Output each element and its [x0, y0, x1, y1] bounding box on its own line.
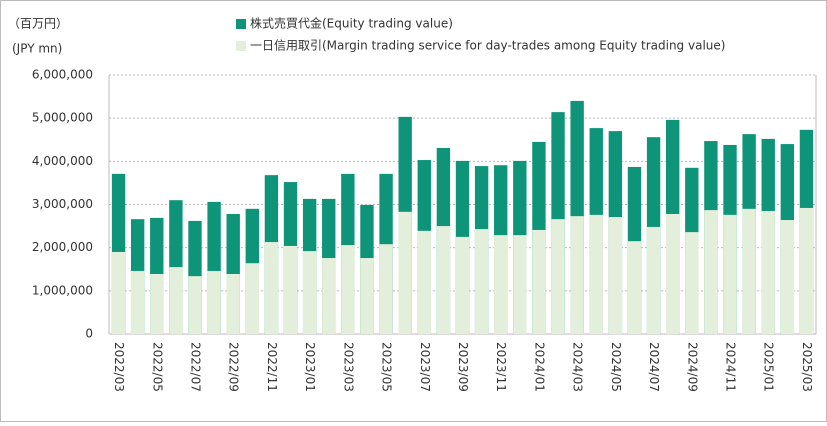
bar — [169, 267, 183, 334]
bar — [322, 258, 336, 334]
bar — [608, 217, 623, 334]
bar — [704, 210, 718, 334]
bar — [513, 235, 527, 334]
bar — [551, 219, 565, 334]
bar — [417, 230, 431, 334]
bar — [111, 251, 126, 334]
y-tick-label: 4,000,000 — [32, 154, 93, 168]
x-tick-label: 2022/05 — [150, 342, 164, 392]
y-tick-label: 3,000,000 — [32, 197, 93, 211]
x-tick-label: 2023/03 — [341, 342, 355, 392]
bar — [455, 236, 470, 334]
unit-label: （百万円） — [8, 17, 68, 31]
bar — [302, 251, 317, 334]
x-tick-label: 2022/11 — [265, 342, 279, 392]
x-tick-label: 2024/05 — [609, 342, 623, 392]
bar — [761, 210, 775, 334]
legend-label: 株式売買代金(Equity trading value) — [250, 16, 453, 31]
y-tick-label: 6,000,000 — [32, 68, 93, 82]
legend-label: 一日信用取引(Margin trading service for day-tr… — [250, 39, 725, 53]
bar — [646, 226, 661, 334]
y-tick-label: 1,000,000 — [32, 283, 93, 297]
bar — [532, 229, 546, 334]
bar — [474, 229, 489, 334]
y-tick-label: 5,000,000 — [32, 111, 93, 125]
x-tick-label: 2024/01 — [532, 342, 546, 392]
x-tick-label: 2024/07 — [647, 342, 661, 392]
bar — [666, 213, 680, 334]
x-tick-label: 2025/03 — [800, 342, 814, 392]
x-tick-label: 2025/01 — [762, 342, 776, 392]
x-tick-label: 2022/07 — [188, 342, 202, 392]
y-tick-label: 2,000,000 — [32, 240, 93, 254]
bar — [207, 270, 221, 334]
bar — [799, 207, 814, 334]
x-tick-label: 2023/05 — [380, 342, 394, 392]
bar — [379, 244, 393, 334]
bar — [341, 245, 355, 334]
unit-label-en: (JPY mn) — [12, 42, 62, 56]
bar — [226, 273, 240, 334]
bar — [150, 273, 164, 334]
y-tick-label: 0 — [85, 327, 93, 341]
x-tick-label: 2023/11 — [494, 342, 508, 392]
bar — [283, 245, 298, 334]
bar — [685, 232, 699, 334]
bar — [130, 270, 145, 334]
bar — [723, 214, 737, 334]
x-tick-label: 2023/07 — [418, 342, 432, 392]
bar — [589, 214, 603, 334]
bar — [188, 276, 202, 334]
x-tick-label: 2024/03 — [571, 342, 585, 392]
legend-swatch — [236, 41, 246, 51]
x-tick-label: 2022/03 — [112, 342, 126, 392]
legend-swatch — [236, 19, 246, 29]
x-tick-label: 2023/09 — [456, 342, 470, 392]
bar — [742, 208, 756, 334]
x-tick-label: 2022/09 — [227, 342, 241, 392]
x-tick-label: 2024/11 — [724, 342, 738, 392]
bar — [436, 226, 451, 334]
bar — [360, 258, 374, 334]
bar — [398, 211, 412, 334]
bar — [570, 216, 584, 334]
bar — [245, 263, 259, 334]
x-tick-label: 2024/09 — [685, 342, 699, 392]
bar — [780, 220, 795, 334]
bar — [494, 235, 508, 334]
x-tick-label: 2023/01 — [303, 342, 317, 392]
bar — [264, 242, 279, 334]
bar — [627, 241, 642, 334]
